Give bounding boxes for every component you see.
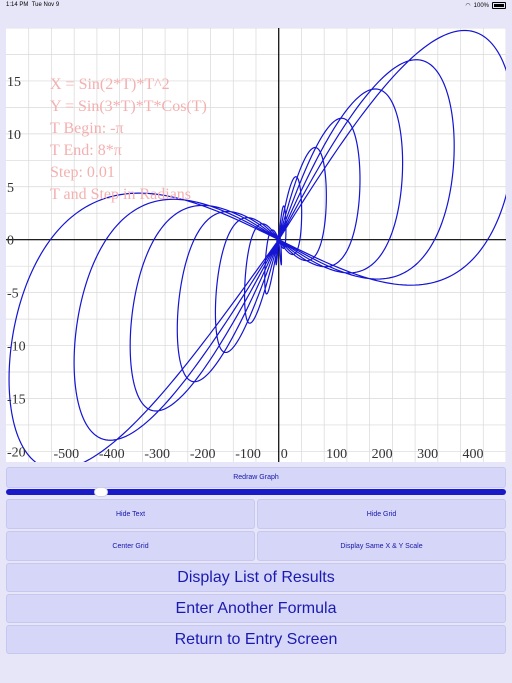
y-tick-label: 5: [7, 181, 14, 196]
y-tick-label: 15: [7, 75, 21, 90]
formula-text-line: Y = Sin(3*T)*T*Cos(T): [50, 98, 207, 115]
x-tick-label: -300: [144, 447, 170, 462]
x-tick-label: 200: [372, 447, 393, 462]
y-tick-label: -20: [7, 445, 26, 460]
status-time: 1:14 PM Tue Nov 9: [6, 2, 60, 8]
battery-icon: [492, 2, 506, 9]
slider-track[interactable]: [6, 489, 506, 495]
formula-text-line: X = Sin(2*T)*T^2: [50, 76, 170, 93]
x-tick-label: -100: [235, 447, 261, 462]
same-scale-button[interactable]: Display Same X & Y Scale: [257, 531, 506, 561]
hide-text-button[interactable]: Hide Text: [6, 499, 255, 529]
battery-percent: 100%: [473, 2, 489, 9]
x-tick-label: -200: [190, 447, 216, 462]
x-tick-label: -500: [53, 447, 79, 462]
enter-formula-button[interactable]: Enter Another Formula: [6, 594, 506, 623]
formula-text-line: T and Step in Radians: [50, 186, 191, 203]
center-grid-button[interactable]: Center Grid: [6, 531, 255, 561]
wifi-icon: ◠: [465, 3, 471, 9]
y-tick-label: -5: [7, 287, 19, 302]
x-tick-label: 0: [281, 447, 288, 462]
x-tick-label: -400: [99, 447, 125, 462]
y-tick-label: -15: [7, 392, 26, 407]
hide-grid-button[interactable]: Hide Grid: [257, 499, 506, 529]
status-icons: ◠ 100%: [465, 2, 506, 9]
graph-area[interactable]: -500 -400 -300 -200 -100 0 100 200 300 400 15 10 5 0 -…: [6, 28, 506, 462]
x-tick-label: 100: [326, 447, 347, 462]
formula-text-line: T End: 8*π: [50, 142, 122, 159]
formula-text-line: T Begin: -π: [50, 120, 124, 137]
redraw-graph-button[interactable]: Redraw Graph: [6, 467, 506, 488]
y-tick-label: -10: [7, 340, 26, 355]
return-entry-button[interactable]: Return to Entry Screen: [6, 625, 506, 654]
display-list-button[interactable]: Display List of Results: [6, 563, 506, 592]
y-tick-label: 0: [7, 234, 14, 249]
curve-series: [8, 29, 506, 462]
x-tick-label: 300: [417, 447, 438, 462]
x-tick-label: 400: [463, 447, 484, 462]
formula-text-line: Step: 0.01: [50, 164, 115, 181]
y-tick-label: 10: [7, 128, 21, 143]
graph-plot: -500 -400 -300 -200 -100 0 100 200 300 400 15 10 5 0 -…: [6, 28, 506, 462]
slider-thumb[interactable]: [94, 487, 108, 497]
status-bar: 1:14 PM Tue Nov 9 ◠ 100%: [0, 0, 512, 12]
